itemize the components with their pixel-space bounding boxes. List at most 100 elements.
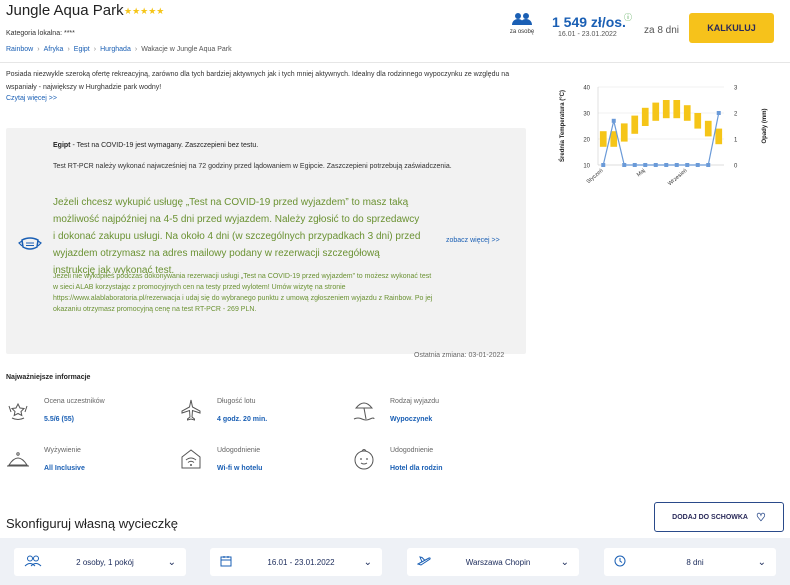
price-panel: za osobę 1 549 zł/os. ⓘ 16.01 - 23.01.20… bbox=[480, 8, 785, 48]
info-label: Udogodnienie bbox=[217, 447, 261, 454]
chart-y2-tick-label: 1 bbox=[734, 138, 738, 144]
chart-y2-axis-label: Opady (mm) bbox=[762, 108, 768, 143]
temperature-bar bbox=[662, 100, 670, 119]
info-item-flight: Długość lotu 4 godz. 20 min. bbox=[173, 394, 343, 434]
breadcrumb-separator-icon: › bbox=[134, 46, 138, 53]
breadcrumb-current: Wakacje w Jungle Aqua Park bbox=[141, 46, 232, 53]
precipitation-point bbox=[653, 163, 658, 167]
chart-x-tick-label: Wrzesień bbox=[667, 168, 688, 187]
breadcrumb-separator-icon: › bbox=[37, 46, 40, 53]
chart-y2-tick-label: 2 bbox=[734, 112, 738, 118]
configure-title: Skonfiguruj własną wycieczkę bbox=[6, 516, 178, 531]
duration-select[interactable]: 8 dni ⌄ bbox=[604, 548, 776, 576]
info-item-wifi: Udogodnienie Wi-fi w hotelu bbox=[173, 443, 343, 483]
temperature-bar bbox=[694, 113, 702, 129]
divider bbox=[0, 62, 790, 63]
page-title: Jungle Aqua Park bbox=[6, 2, 124, 19]
precipitation-point bbox=[632, 163, 637, 167]
breadcrumb: Rainbow › Afryka › Egipt › Hurghada › Wakacj… bbox=[6, 46, 232, 53]
plane-icon bbox=[416, 555, 431, 570]
info-label: Ocena uczestników bbox=[44, 398, 105, 405]
price: 1 549 zł/os. bbox=[552, 14, 626, 30]
see-more-link[interactable]: zobacz więcej >> bbox=[446, 237, 500, 244]
price-info-icon[interactable]: ⓘ bbox=[624, 13, 632, 22]
info-value[interactable]: Hotel dla rodzin bbox=[390, 465, 443, 472]
covid-headline-text: - Test na COVID-19 jest wymagany. Zaszcz… bbox=[70, 142, 259, 149]
info-item-board: Wyżywienie All Inclusive bbox=[0, 443, 170, 483]
temperature-bar bbox=[652, 102, 660, 121]
info-label: Długość lotu bbox=[217, 398, 256, 405]
info-value[interactable]: Wi-fi w hotelu bbox=[217, 465, 263, 472]
precipitation-point bbox=[706, 163, 711, 167]
precipitation-point bbox=[622, 163, 627, 167]
chart-y-tick-label: 20 bbox=[583, 138, 590, 144]
clock-icon bbox=[614, 555, 626, 570]
info-value[interactable]: Wypoczynek bbox=[390, 416, 433, 423]
temperature-bar bbox=[715, 128, 723, 145]
chevron-down-icon: ⌄ bbox=[560, 556, 569, 568]
persons-selector[interactable]: za osobę bbox=[502, 12, 542, 35]
temperature-bar bbox=[620, 123, 628, 142]
precipitation-point bbox=[601, 163, 606, 167]
persons-select[interactable]: 2 osoby, 1 pokój ⌄ bbox=[14, 548, 186, 576]
wifi-icon bbox=[179, 447, 203, 471]
read-more-link[interactable]: Czytaj więcej >> bbox=[6, 95, 57, 102]
persons-select-value: 2 osoby, 1 pokój bbox=[76, 557, 134, 567]
info-grid: Ocena uczestników 5.5/6 (55) Długość lot… bbox=[0, 394, 520, 484]
chart-y-tick-label: 40 bbox=[583, 86, 590, 92]
info-item-rating: Ocena uczestników 5.5/6 (55) bbox=[0, 394, 170, 434]
chevron-down-icon: ⌄ bbox=[167, 556, 176, 568]
dates-select[interactable]: 16.01 - 23.01.2022 ⌄ bbox=[210, 548, 382, 576]
info-value[interactable]: All Inclusive bbox=[44, 465, 85, 472]
precipitation-point bbox=[664, 163, 669, 167]
breadcrumb-item[interactable]: Egipt bbox=[73, 46, 90, 53]
departure-select-value: Warszawa Chopin bbox=[465, 557, 531, 567]
chart-y2-tick-label: 3 bbox=[734, 86, 738, 92]
heart-icon: ♡ bbox=[755, 511, 766, 524]
last-change: Ostatnia zmiana: 03-01-2022 bbox=[414, 352, 505, 359]
plane-icon bbox=[179, 398, 203, 422]
duration-select-value: 8 dni bbox=[686, 557, 704, 567]
chart-x-tick-label: Styczeń bbox=[586, 168, 605, 185]
info-label: Rodzaj wyjazdu bbox=[390, 398, 440, 405]
family-icon bbox=[352, 447, 376, 471]
chart-x-tick-label: Maj bbox=[636, 168, 647, 178]
precipitation-point bbox=[611, 118, 616, 123]
people-icon bbox=[502, 12, 542, 29]
precipitation-point bbox=[685, 163, 690, 167]
hotel-stars: ★★★★★ bbox=[124, 6, 165, 16]
temperature-bar bbox=[599, 131, 607, 147]
temperature-bar bbox=[704, 120, 712, 137]
temperature-bar bbox=[683, 105, 691, 121]
info-value[interactable]: 5.5/6 (55) bbox=[44, 416, 74, 423]
configure-bar: 2 osoby, 1 pokój ⌄ 16.01 - 23.01.2022 ⌄ … bbox=[0, 538, 790, 585]
info-label: Wyżywienie bbox=[44, 447, 81, 454]
info-label: Udogodnienie bbox=[390, 447, 434, 454]
temperature-bar bbox=[631, 115, 639, 134]
beach-icon bbox=[352, 398, 376, 422]
precipitation-point bbox=[674, 163, 679, 167]
dates-select-value: 16.01 - 23.01.2022 bbox=[267, 557, 335, 567]
info-value[interactable]: 4 godz. 20 min. bbox=[217, 416, 268, 423]
covid-headline: Egipt - Test na COVID-19 jest wymagany. … bbox=[53, 142, 258, 149]
people-icon bbox=[24, 555, 42, 570]
covid-promo: Jeżeli chcesz wykupić usługę „Test na CO… bbox=[53, 197, 421, 276]
breadcrumb-item[interactable]: Hurghada bbox=[100, 46, 131, 53]
temperature-bar bbox=[641, 107, 649, 126]
breadcrumb-item[interactable]: Afryka bbox=[43, 46, 64, 53]
breadcrumb-item[interactable]: Rainbow bbox=[6, 46, 34, 53]
climate-chart: 10 20 30 40 0 1 2 3 Styczeń Maj Wrzesień Średnia Te… bbox=[552, 75, 787, 215]
trip-days: za 8 dni bbox=[644, 25, 680, 36]
price-dates: 16.01 - 23.01.2022 bbox=[558, 31, 617, 38]
calculate-button[interactable]: KALKULUJ bbox=[689, 13, 774, 43]
chevron-down-icon: ⌄ bbox=[757, 556, 766, 568]
persons-label: za osobę bbox=[509, 29, 535, 35]
add-to-clipboard-button[interactable]: DODAJ DO SCHOWKA ♡ bbox=[654, 502, 784, 532]
covid-detail: Jeżeli nie wykupiłeś podczas dokonywania… bbox=[53, 273, 433, 313]
add-to-clipboard-label: DODAJ DO SCHOWKA bbox=[672, 513, 748, 521]
hotel-description: Posiada niezwykle szeroką ofertę rekreac… bbox=[6, 71, 510, 91]
chart-y-tick-label: 30 bbox=[583, 112, 590, 118]
departure-select[interactable]: Warszawa Chopin ⌄ bbox=[407, 548, 579, 576]
precipitation-point bbox=[695, 163, 700, 167]
breadcrumb-separator-icon: › bbox=[67, 46, 70, 53]
